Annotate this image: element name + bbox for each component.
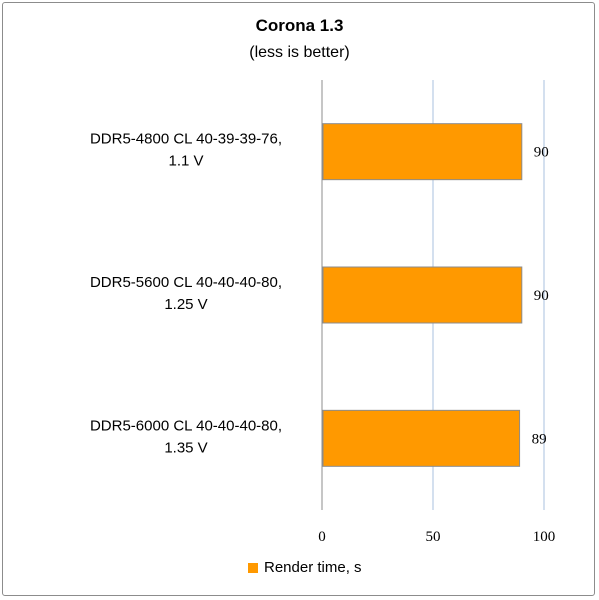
category-label: DDR5-6000 CL 40-40-40-80, 1.35 V <box>90 417 282 456</box>
data-label: 90 <box>534 288 549 304</box>
bar <box>322 266 523 324</box>
category-label-line: DDR5-6000 CL 40-40-40-80, <box>90 417 282 434</box>
data-label: 90 <box>534 145 549 161</box>
bar <box>322 123 523 181</box>
category-label-line: DDR5-4800 CL 40-39-39-76, <box>90 131 282 148</box>
category-label: DDR5-5600 CL 40-40-40-80, 1.25 V <box>90 274 282 313</box>
category-label-line: DDR5-5600 CL 40-40-40-80, <box>90 274 282 291</box>
chart-legend: Render time, s <box>248 559 362 576</box>
legend-swatch <box>248 562 258 573</box>
category-label: DDR5-4800 CL 40-39-39-76, 1.1 V <box>90 131 282 170</box>
chart-title: Corona 1.3 <box>255 16 344 35</box>
category-label-line: 1.1 V <box>168 153 203 170</box>
x-tick-label: 0 <box>318 529 326 545</box>
data-label: 89 <box>532 431 547 447</box>
legend-label: Render time, s <box>264 559 362 576</box>
chart-subtitle: (less is better) <box>249 44 350 61</box>
x-tick-label: 50 <box>426 529 441 545</box>
category-label-line: 1.25 V <box>164 296 207 313</box>
category-label-line: 1.35 V <box>164 439 207 456</box>
x-tick-label: 100 <box>533 529 556 545</box>
bar <box>322 409 521 467</box>
